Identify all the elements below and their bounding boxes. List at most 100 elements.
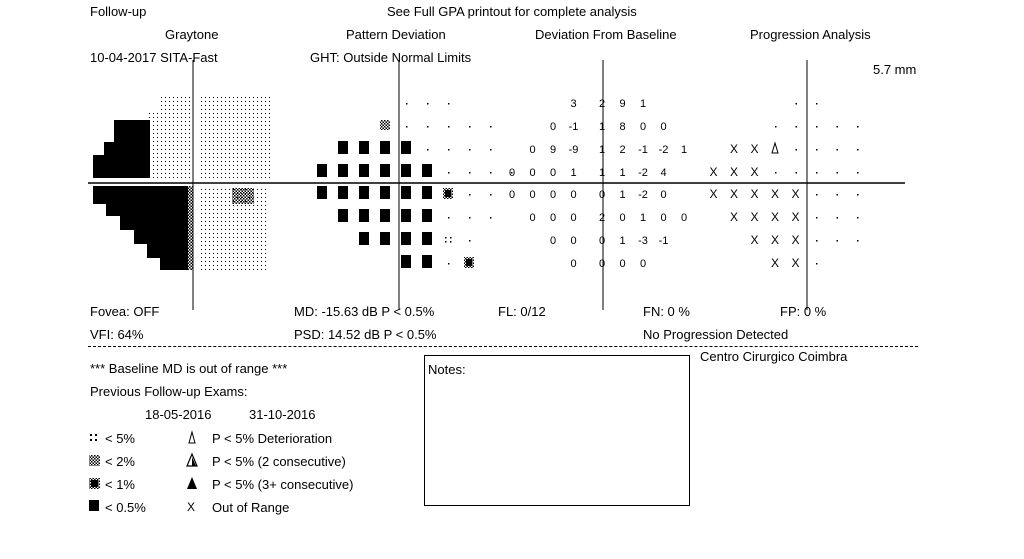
clinic-name: Centro Cirurgico Coimbra (700, 349, 848, 364)
pattern-block (338, 141, 348, 154)
baseline-value: 1 (619, 235, 625, 247)
deterioration-mark (771, 141, 779, 154)
two-consecutive-icon (186, 452, 198, 467)
progression-dot (857, 172, 859, 174)
out-of-range-mark: X (730, 210, 738, 224)
baseline-value: 0 (509, 167, 515, 179)
baseline-value: 1 (619, 167, 625, 179)
baseline-value: 9 (550, 144, 556, 156)
baseline-value: 2 (599, 212, 605, 224)
baseline-value: 1 (599, 121, 605, 133)
pattern-deviation-symbols (317, 103, 513, 268)
pattern-dot (406, 126, 408, 128)
out-of-range-icon: X (187, 500, 195, 514)
ght-result: GHT: Outside Normal Limits (310, 50, 472, 65)
dashed-separator (88, 346, 918, 347)
baseline-value: 0 (550, 235, 556, 247)
pattern-block (422, 186, 432, 199)
baseline-value: -3 (638, 235, 648, 247)
graytone-heading: Graytone (165, 27, 219, 42)
progression-dot (857, 240, 859, 242)
pattern-dot (490, 194, 492, 196)
vfi-value: VFI: 64% (90, 327, 144, 342)
p5-symbol-icon (90, 434, 97, 441)
out-of-range-mark: X (791, 256, 799, 270)
baseline-value: 0 (599, 189, 605, 201)
baseline-value: 0 (599, 258, 605, 270)
pattern-dot (448, 217, 450, 219)
progression-dot (795, 149, 797, 151)
notes-box[interactable]: Notes: (424, 355, 690, 506)
baseline-md-warning: *** Baseline MD is out of range *** (90, 361, 288, 376)
notes-label: Notes: (428, 362, 466, 377)
baseline-value: 0 (660, 189, 666, 201)
progression-dot (857, 126, 859, 128)
progression-dot (836, 172, 838, 174)
pattern-block (359, 232, 369, 245)
pattern-block (380, 186, 390, 199)
psd-value: PSD: 14.52 dB P < 0.5% (294, 327, 437, 342)
pattern-dense-core (466, 259, 472, 266)
out-of-range-mark: X (771, 233, 779, 247)
pattern-deviation-heading: Pattern Deviation (346, 27, 446, 42)
progression-dot (795, 103, 797, 105)
graytone-black-lower (93, 186, 188, 270)
legend-three-consecutive: P < 5% (3+ consecutive) (212, 477, 354, 492)
graytone-dots-upper-left (148, 110, 192, 180)
legend-p05: < 0.5% (105, 500, 146, 515)
follow-up-label: Follow-up (90, 4, 147, 19)
pattern-block (359, 164, 369, 177)
pattern-block (338, 209, 348, 222)
baseline-value: 1 (599, 167, 605, 179)
baseline-value: 0 (599, 235, 605, 247)
progression-dot (816, 103, 818, 105)
pattern-sparse (445, 241, 447, 243)
out-of-range-mark: X (791, 210, 799, 224)
baseline-value: 1 (640, 212, 646, 224)
pattern-block (422, 255, 432, 268)
baseline-value: 2 (599, 98, 605, 110)
pattern-dot (511, 172, 513, 174)
baseline-value: 2 (619, 144, 625, 156)
baseline-value: 1 (599, 144, 605, 156)
progression-heading: Progression Analysis (750, 27, 871, 42)
out-of-range-mark: X (771, 210, 779, 224)
legend-p2: < 2% (105, 454, 135, 469)
baseline-value: 0 (640, 121, 646, 133)
baseline-value: -9 (569, 144, 579, 156)
progression-result: No Progression Detected (643, 327, 789, 342)
baseline-value: 0 (529, 189, 535, 201)
legend-p5: < 5% (105, 431, 135, 446)
progression-dot (857, 194, 859, 196)
out-of-range-mark: X (730, 165, 738, 179)
out-of-range-mark: X (730, 142, 738, 156)
legend-two-consecutive: P < 5% (2 consecutive) (212, 454, 346, 469)
pattern-dot (490, 126, 492, 128)
baseline-value: 1 (681, 144, 687, 156)
baseline-value: 0 (529, 167, 535, 179)
pattern-dense-core (445, 190, 451, 197)
pattern-dot (448, 149, 450, 151)
baseline-value: 0 (570, 235, 576, 247)
baseline-value: 0 (660, 212, 666, 224)
pattern-sparse (450, 241, 452, 243)
pattern-dot (427, 149, 429, 151)
baseline-value: 0 (640, 258, 646, 270)
pattern-dot (406, 103, 408, 105)
graytone-check-lower (188, 186, 193, 270)
progression-dot (836, 240, 838, 242)
pattern-dot (448, 263, 450, 265)
legend-deterioration: P < 5% Deterioration (212, 431, 333, 446)
progression-dot (836, 126, 838, 128)
pattern-block (380, 164, 390, 177)
pattern-sparse (450, 237, 452, 239)
pattern-dot (490, 172, 492, 174)
p2-symbol-icon (89, 455, 100, 466)
pattern-sparse (445, 237, 447, 239)
progression-dot (795, 172, 797, 174)
baseline-value: -2 (638, 189, 648, 201)
pattern-block (359, 209, 369, 222)
pattern-block (359, 141, 369, 154)
pattern-block (401, 232, 411, 245)
out-of-range-mark: X (750, 165, 758, 179)
